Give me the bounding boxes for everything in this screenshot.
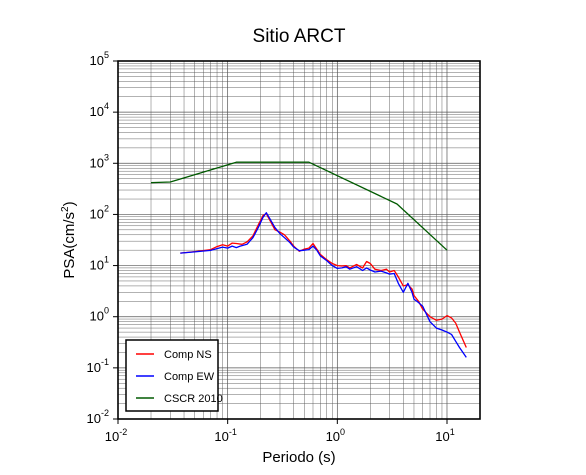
x-tick-exponent: 0 — [340, 427, 345, 437]
y-tick-label: 100 — [90, 306, 109, 324]
y-tick-exponent: 0 — [104, 306, 109, 316]
y-tick-base: 10 — [90, 104, 104, 119]
y-tick-exponent: 3 — [104, 152, 109, 162]
series-line-cscr-2010 — [150, 161, 448, 251]
x-tick-label: 10-2 — [105, 427, 127, 444]
y-tick-exponent: -2 — [101, 408, 109, 418]
x-tick-base: 10 — [326, 429, 340, 444]
y-tick-base: 10 — [90, 53, 104, 68]
y-tick-base: 10 — [90, 206, 104, 221]
chart-title: Sitio ARCT — [253, 26, 346, 47]
y-tick-exponent: 1 — [104, 255, 109, 265]
series-layer — [150, 161, 467, 358]
y-tick-label: 10-2 — [87, 408, 109, 426]
y-tick-base: 10 — [90, 155, 104, 170]
y-tick-exponent: 2 — [104, 203, 109, 213]
y-tick-base: 10 — [90, 258, 104, 273]
y-axis-label-close: ) — [61, 201, 78, 206]
y-tick-exponent: 4 — [104, 101, 109, 111]
x-tick-label: 101 — [435, 427, 454, 444]
x-axis-label: Periodo (s) — [262, 449, 335, 466]
grid — [117, 60, 481, 420]
y-tick-label: 104 — [90, 101, 109, 119]
legend-label-cscr-2010: CSCR 2010 — [164, 393, 223, 405]
y-tick-exponent: 5 — [104, 50, 109, 60]
y-tick-label: 102 — [90, 203, 109, 221]
x-tick-label: 10-1 — [214, 427, 236, 444]
y-tick-label: 101 — [90, 255, 109, 273]
y-tick-base: 10 — [90, 309, 104, 324]
series-line-comp-ew — [180, 212, 467, 358]
legend-label-comp-ew: Comp EW — [164, 371, 215, 383]
y-tick-base: 10 — [87, 360, 101, 375]
y-axis-label: PSA(cm/s2) — [60, 201, 78, 278]
x-tick-exponent: -1 — [229, 427, 237, 437]
x-tick-base: 10 — [435, 429, 449, 444]
y-tick-label: 10-1 — [87, 357, 109, 375]
x-tick-base: 10 — [105, 429, 119, 444]
series-line-comp-ns — [180, 212, 467, 348]
x-tick-exponent: 1 — [450, 427, 455, 437]
y-tick-label: 103 — [90, 152, 109, 170]
x-axis: 10-2 10-1 100 101 — [105, 419, 455, 444]
x-tick-base: 10 — [214, 429, 228, 444]
y-axis-label-superscript: 2 — [60, 206, 71, 212]
y-tick-exponent: -1 — [101, 357, 109, 367]
y-tick-base: 10 — [87, 411, 101, 426]
y-axis-label-main: PSA(cm/s — [61, 212, 78, 279]
x-tick-label: 100 — [326, 427, 345, 444]
x-tick-exponent: -2 — [119, 427, 127, 437]
plot-frame — [117, 60, 481, 420]
y-tick-label: 105 — [90, 50, 109, 68]
legend-label-comp-ns: Comp NS — [164, 349, 212, 361]
legend: Comp NS Comp EW CSCR 2010 — [125, 339, 223, 412]
